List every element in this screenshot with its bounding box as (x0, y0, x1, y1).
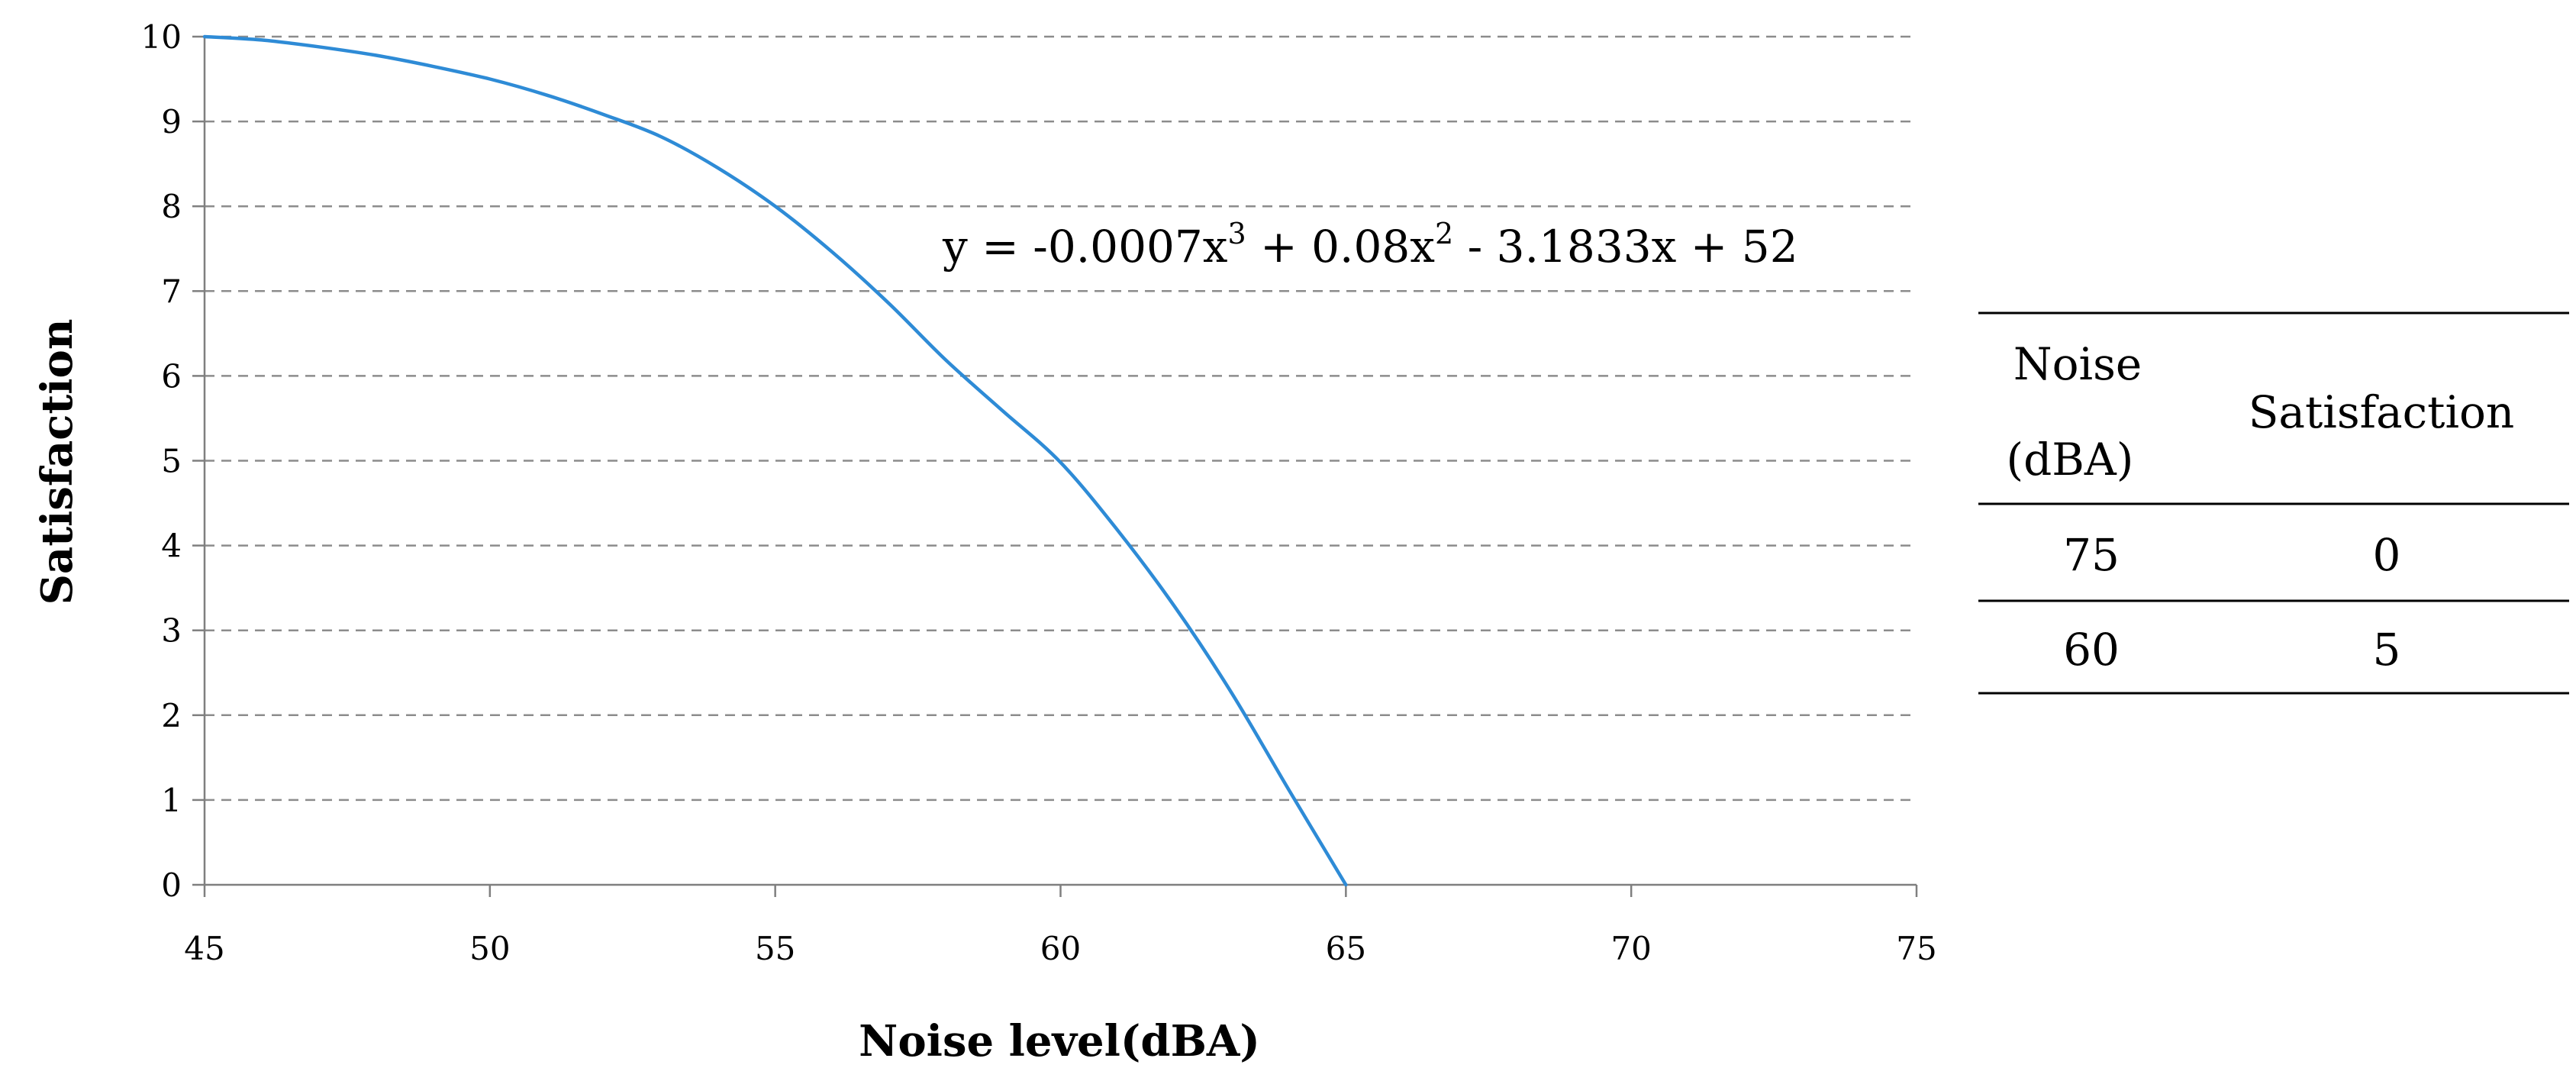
x-tick-label: 45 (184, 930, 224, 967)
y-tick-label: 7 (161, 273, 182, 310)
equation-exponent-2: 2 (1435, 217, 1453, 250)
equation-exponent-3: 3 (1228, 217, 1246, 250)
y-tick-label: 8 (161, 188, 182, 225)
y-tick-label: 0 (161, 866, 182, 904)
x-tick-label: 70 (1610, 930, 1651, 967)
series (202, 34, 1348, 887)
trendline-equation: y = -0.0007x3 + 0.08x2 - 3.1833x + 52 (942, 217, 1798, 273)
x-axis-title: Noise level(dBA) (859, 1016, 1260, 1066)
x-tick-label: 55 (755, 930, 795, 967)
x-tick-label: 50 (469, 930, 510, 967)
y-axis-title: Satisfaction (32, 318, 82, 605)
equation-part-3: - 3.1833x + 52 (1453, 221, 1797, 273)
y-tick-label: 2 (161, 697, 182, 734)
x-tick-label: 60 (1040, 930, 1081, 967)
table-cell-noise: 60 (2063, 624, 2120, 676)
table-header-noise-line2: (dBA) (2007, 434, 2134, 486)
x-tick-label: 65 (1326, 930, 1366, 967)
data-table: Noise (dBA) Satisfaction 75 0 60 5 (1978, 311, 2569, 695)
table-cell-satisfaction: 0 (2373, 529, 2401, 581)
equation-part-1: y = -0.0007x (942, 221, 1228, 273)
equation-part-2: + 0.08x (1246, 221, 1435, 273)
y-tick-label: 9 (161, 103, 182, 140)
y-tick-labels: 0 1 2 3 4 5 6 7 8 9 10 (141, 18, 205, 904)
table-header-noise-line1: Noise (2013, 338, 2142, 390)
y-tick-label: 10 (141, 18, 182, 56)
table-header-satisfaction: Satisfaction (2249, 386, 2515, 438)
gridlines (205, 35, 1917, 802)
series-line (202, 34, 1348, 887)
y-tick-label: 1 (161, 782, 182, 819)
table-cell-noise: 75 (2063, 529, 2120, 581)
x-tick-label: 75 (1896, 930, 1936, 967)
table-cell-satisfaction: 5 (2373, 624, 2401, 676)
y-tick-label: 4 (161, 528, 182, 565)
x-tick-labels: 45 50 55 60 65 70 75 (184, 885, 1937, 967)
y-tick-label: 6 (161, 357, 182, 395)
y-tick-label: 3 (161, 612, 182, 650)
y-tick-label: 5 (161, 443, 182, 480)
